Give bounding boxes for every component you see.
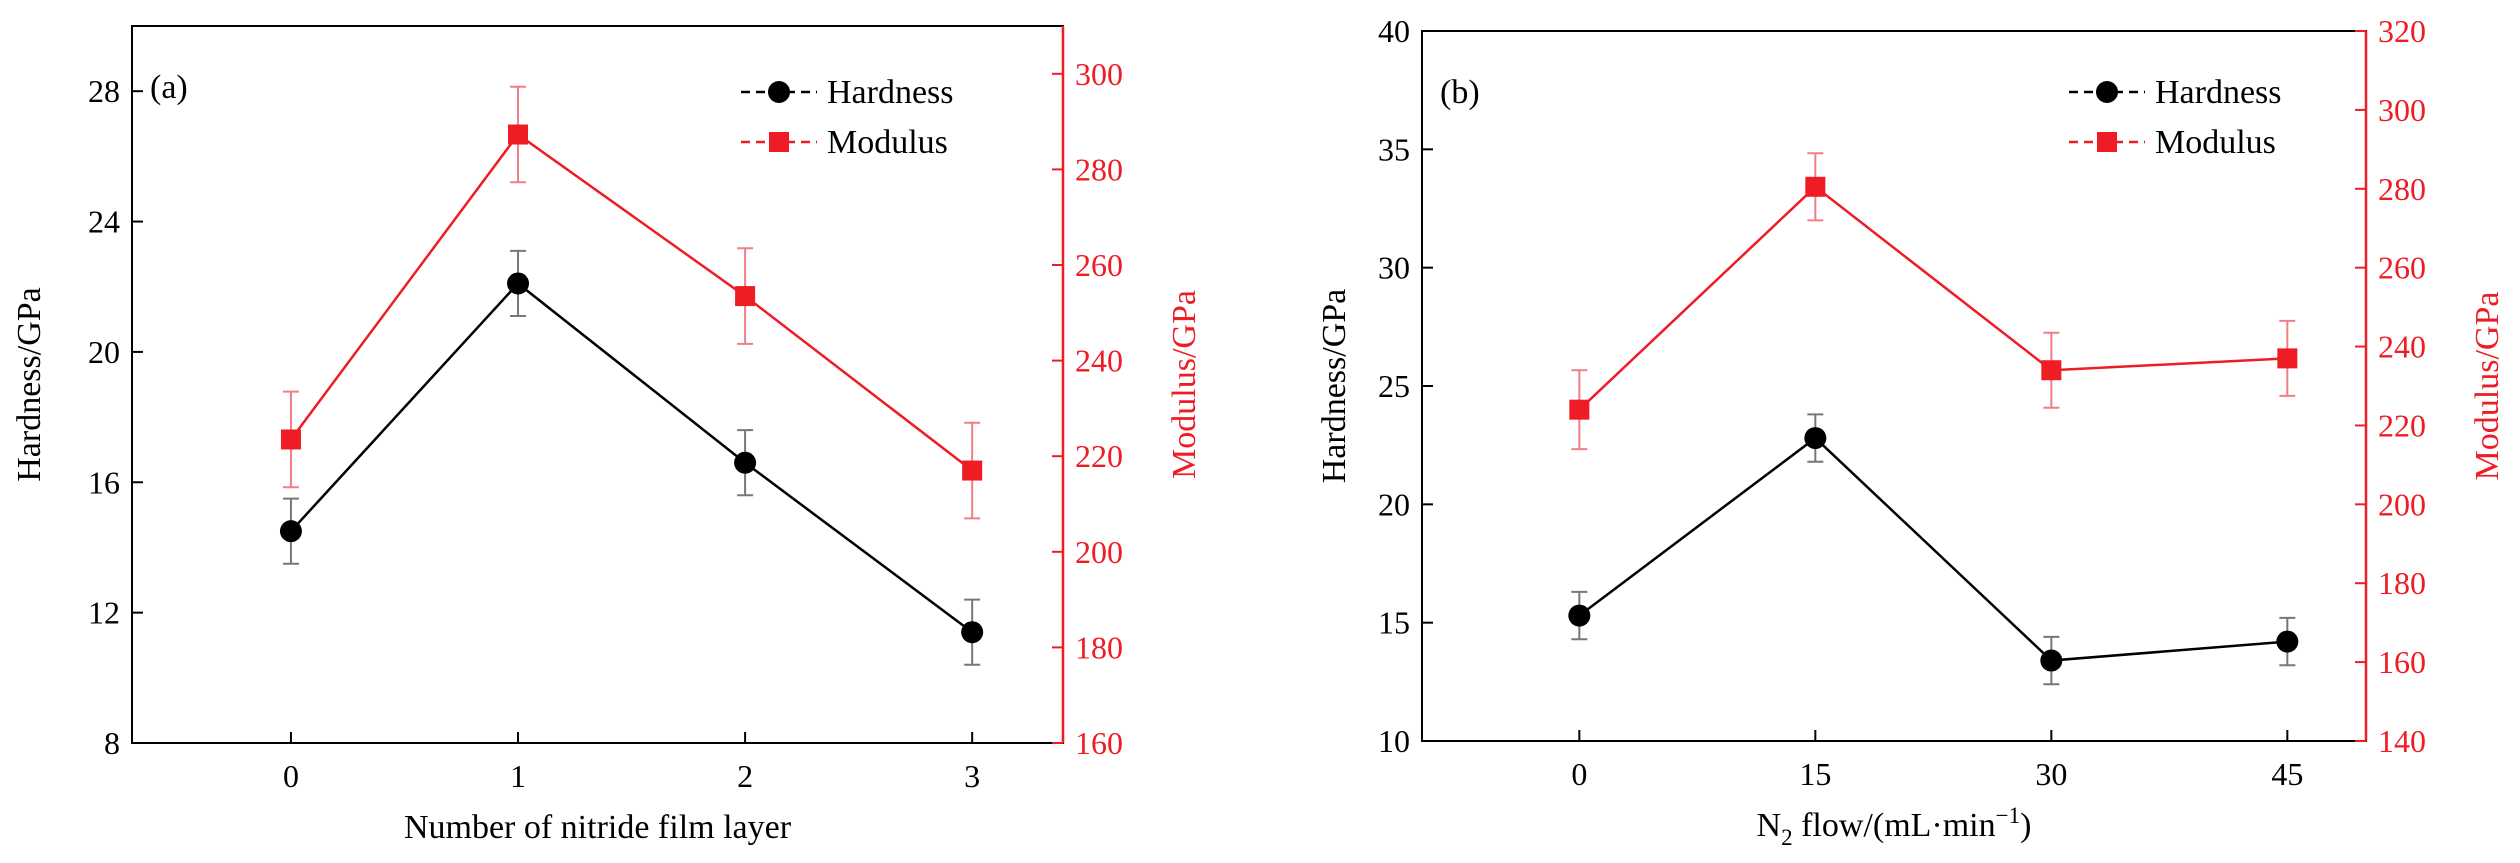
series-line <box>1578 436 2288 662</box>
series-modulus <box>1569 152 2298 451</box>
left-y-tick-label: 16 <box>88 464 120 500</box>
data-point <box>1569 399 1590 420</box>
legend-marker <box>768 81 790 103</box>
legend-marker <box>769 132 789 152</box>
x-tick-label: 0 <box>283 758 299 794</box>
left-y-tick-label: 30 <box>1378 250 1410 286</box>
legend-label: Hardness <box>2155 74 2282 111</box>
x-axis-title-superscript: −1 <box>1996 803 2020 828</box>
left-y-tick-label: 10 <box>1378 723 1410 759</box>
right-y-tick-label: 280 <box>1075 151 1123 187</box>
left-y-tick-label: 40 <box>1378 13 1410 49</box>
data-point <box>735 286 756 307</box>
left-y-tick-label: 24 <box>88 204 120 240</box>
right-y-tick-label: 260 <box>2378 250 2426 286</box>
left-y-tick-label: 8 <box>104 725 120 761</box>
legend-label: Hardness <box>827 74 954 111</box>
series-line <box>289 132 973 472</box>
right-axis-title: Modulus/GPa <box>2469 292 2506 481</box>
legend-marker <box>2096 81 2118 103</box>
left-y-tick-label: 12 <box>88 595 120 631</box>
x-axis-title-subscript: 2 <box>1781 825 1793 850</box>
series-line <box>1578 185 2288 411</box>
right-y-tick-label: 200 <box>2378 486 2426 522</box>
legend-label: Modulus <box>2155 124 2276 161</box>
data-point <box>2277 348 2298 369</box>
x-axis-title: N2 flow/(mL·min−1) <box>1757 803 2032 850</box>
panel-label: (a) <box>150 69 188 106</box>
x-tick-label: 1 <box>510 758 526 794</box>
x-axis-title-end: ) <box>2020 807 2031 844</box>
right-y-tick-label: 160 <box>1075 725 1123 761</box>
x-tick-label: 45 <box>2271 756 2303 792</box>
data-point <box>2040 649 2063 672</box>
data-point <box>507 272 530 295</box>
data-point <box>508 124 529 145</box>
data-point <box>2041 360 2062 381</box>
panel-label: (b) <box>1440 74 1480 111</box>
legend-marker <box>2097 132 2117 152</box>
left-y-tick-label: 25 <box>1378 368 1410 404</box>
right-axis-title: Modulus/GPa <box>1166 290 1203 479</box>
data-point <box>961 621 984 644</box>
data-point <box>279 520 302 543</box>
left-y-tick-label: 20 <box>88 334 120 370</box>
data-point <box>2276 630 2299 653</box>
x-tick-label: 15 <box>1799 756 1831 792</box>
left-axis-title: Hardness/GPa <box>11 287 48 482</box>
series-modulus <box>280 85 983 520</box>
right-y-tick-label: 280 <box>2378 171 2426 207</box>
legend-label: Modulus <box>827 124 948 161</box>
x-tick-label: 0 <box>1571 756 1587 792</box>
right-y-tick-label: 220 <box>1075 438 1123 474</box>
data-point <box>1804 427 1827 450</box>
x-tick-label: 2 <box>737 758 753 794</box>
right-y-tick-label: 300 <box>2378 92 2426 128</box>
data-point <box>734 451 757 474</box>
series-line <box>290 281 973 634</box>
data-point <box>280 429 301 450</box>
left-y-tick-label: 20 <box>1378 486 1410 522</box>
data-point <box>1805 176 1826 197</box>
x-tick-label: 30 <box>2035 756 2067 792</box>
right-y-tick-label: 180 <box>2378 565 2426 601</box>
x-tick-label: 3 <box>964 758 980 794</box>
x-axis-title-main: N <box>1757 807 1782 844</box>
right-y-tick-label: 160 <box>2378 644 2426 680</box>
right-y-tick-label: 320 <box>2378 13 2426 49</box>
chart-panel-b: 0 15 30 45 10 15 20 25 30 35 40 140 160 180 200 220 240 2… <box>1316 13 2506 850</box>
left-y-tick-label: 28 <box>88 73 120 109</box>
right-y-tick-label: 240 <box>2378 329 2426 365</box>
right-y-tick-label: 200 <box>1075 534 1123 570</box>
x-axis-title-rest: flow/(mL·min <box>1793 807 1996 844</box>
left-axis-title: Hardness/GPa <box>1316 289 1353 484</box>
left-y-tick-label: 35 <box>1378 131 1410 167</box>
chart-panel-a: 0 1 2 381216202428160180200220240260280300H… <box>11 25 1203 846</box>
left-y-tick-label: 15 <box>1378 605 1410 641</box>
x-axis-title: Number of nitride film layer <box>404 809 792 846</box>
series-hardness <box>1568 413 2299 686</box>
right-y-tick-label: 140 <box>2378 723 2426 759</box>
right-y-tick-label: 300 <box>1075 56 1123 92</box>
series-hardness <box>279 249 984 666</box>
right-y-tick-label: 180 <box>1075 629 1123 665</box>
data-point <box>962 460 983 481</box>
data-point <box>1568 604 1591 627</box>
right-y-tick-label: 260 <box>1075 247 1123 283</box>
right-y-tick-label: 240 <box>1075 343 1123 379</box>
right-y-tick-label: 220 <box>2378 407 2426 443</box>
